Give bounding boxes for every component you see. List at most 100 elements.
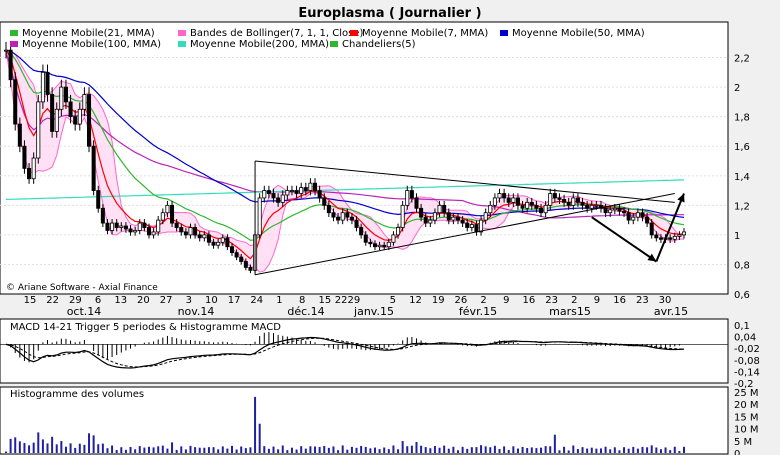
legend-swatch xyxy=(178,41,186,47)
volume-bar xyxy=(567,450,570,453)
volume-bar xyxy=(650,445,653,453)
candle-body xyxy=(216,241,221,246)
volume-bar xyxy=(124,449,127,453)
volume-bar xyxy=(129,446,132,453)
candle-body xyxy=(566,201,571,206)
volume-y-tick: 20 M xyxy=(734,400,759,411)
candle-body xyxy=(460,219,465,224)
x-day-tick: 20 xyxy=(137,295,150,306)
volume-bar xyxy=(383,447,386,453)
volume-bar xyxy=(378,449,381,453)
macd-trigger-line xyxy=(5,337,685,368)
volume-bar xyxy=(83,444,86,453)
legend-label: Moyenne Mobile(21, MMA) xyxy=(22,28,155,39)
candle-body xyxy=(322,197,327,206)
volume-bars xyxy=(5,396,685,453)
candle-body xyxy=(396,227,401,236)
volume-y-tick: 10 M xyxy=(734,425,759,436)
volume-bar xyxy=(521,446,524,453)
volume-bar xyxy=(184,449,187,453)
volume-bar xyxy=(489,447,492,453)
price-y-tick: 1 xyxy=(734,231,740,242)
candle-body xyxy=(506,197,511,203)
candle-body xyxy=(73,116,78,125)
volume-bar xyxy=(613,447,616,453)
ma7-line xyxy=(5,49,685,260)
volume-bar xyxy=(355,447,358,453)
volume-bar xyxy=(475,447,478,453)
x-month-tick: oct.14 xyxy=(67,305,102,318)
volume-bar xyxy=(498,449,501,453)
trend-arrow xyxy=(655,193,685,262)
volume-bar xyxy=(346,449,349,453)
volume-bar xyxy=(558,450,561,453)
triangle-upper-line xyxy=(255,160,675,203)
candle-body xyxy=(640,212,645,218)
candle-body xyxy=(368,241,373,245)
volume-bar xyxy=(516,448,519,453)
candle-body xyxy=(193,227,198,236)
candle-body xyxy=(119,225,124,228)
bollinger-fill xyxy=(6,50,684,273)
legend-swatch xyxy=(350,30,358,36)
candle-body xyxy=(285,190,290,196)
candle-body xyxy=(649,222,654,236)
volume-bar xyxy=(300,446,303,453)
volume-bar xyxy=(429,448,432,453)
candle-body xyxy=(529,201,534,206)
legend-label: Moyenne Mobile(7, MMA) xyxy=(362,28,488,39)
macd-title: MACD 14-21 Trigger 5 periodes & Histogra… xyxy=(10,322,281,333)
x-day-tick: 10 xyxy=(205,295,218,306)
legend-swatch xyxy=(330,41,338,47)
candle-body xyxy=(294,190,299,194)
volume-bar xyxy=(37,432,40,453)
x-day-tick: 26 xyxy=(455,295,468,306)
ma21-line xyxy=(5,49,685,241)
trend-annotations xyxy=(254,160,685,276)
x-day-tick: 16 xyxy=(613,295,626,306)
candle-body xyxy=(580,201,585,206)
x-day-tick: 13 xyxy=(114,295,127,306)
volume-bar xyxy=(64,446,67,453)
x-day-tick: 30 xyxy=(659,295,672,306)
volume-bar xyxy=(258,423,261,453)
volume-bar xyxy=(115,450,118,453)
candle-body xyxy=(668,237,673,240)
candle-body xyxy=(82,94,87,110)
volume-bar xyxy=(286,450,289,453)
x-day-tick: 5 xyxy=(390,295,396,306)
trend-arrow xyxy=(591,216,657,263)
x-day-tick: 17 xyxy=(228,295,241,306)
volume-bar xyxy=(420,445,423,453)
legend-swatch xyxy=(10,30,18,36)
volume-bar xyxy=(55,444,58,453)
volume-bar xyxy=(512,446,515,453)
volume-y-tick: 25 M xyxy=(734,388,759,399)
volume-bar xyxy=(493,445,496,453)
volume-bar xyxy=(74,447,77,453)
candle-body xyxy=(552,193,557,199)
chart-title: Europlasma ( Journalier ) xyxy=(298,6,481,21)
volume-bar xyxy=(401,441,404,453)
volume-bar xyxy=(212,447,215,453)
candle-body xyxy=(299,187,304,194)
candle-body xyxy=(571,197,576,206)
candle-body xyxy=(562,199,567,203)
x-day-tick: 27 xyxy=(160,295,173,306)
volume-bar xyxy=(138,446,141,453)
volume-bar xyxy=(604,446,607,453)
candle-body xyxy=(451,216,456,221)
volume-bar xyxy=(120,447,123,453)
candle-body xyxy=(497,193,502,199)
candle-body xyxy=(543,204,548,214)
candle-body xyxy=(622,210,627,214)
volume-bar xyxy=(221,446,224,453)
candle-body xyxy=(492,197,497,206)
volume-bar xyxy=(106,448,109,453)
volume-bar xyxy=(92,435,95,453)
legend-label: Moyenne Mobile(50, MMA) xyxy=(512,28,645,39)
candle-body xyxy=(658,237,663,240)
x-day-tick: 2 xyxy=(480,295,486,306)
volume-bar xyxy=(563,446,566,453)
